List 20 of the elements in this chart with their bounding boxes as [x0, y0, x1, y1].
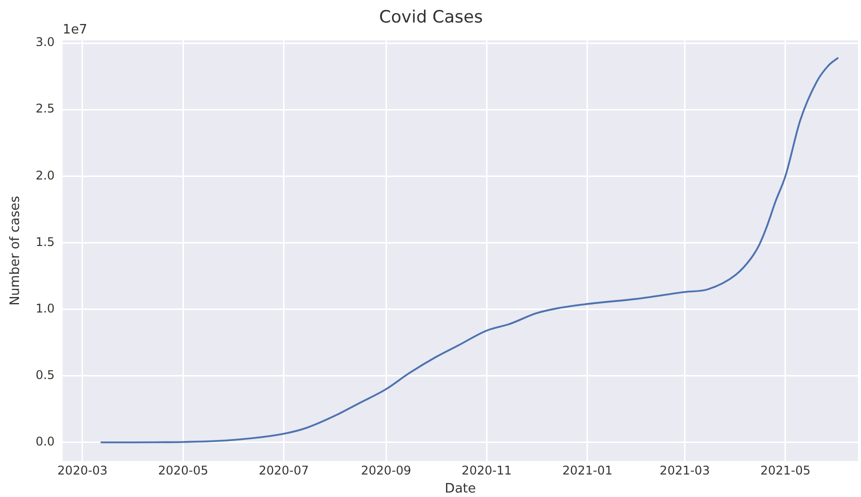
x-tick-label: 2021-01: [562, 463, 612, 478]
chart-title: Covid Cases: [379, 8, 483, 28]
y-tick-label: 3.0: [36, 35, 55, 50]
y-tick-label: 2.0: [36, 168, 55, 182]
x-tick-label: 2020-03: [57, 463, 108, 478]
y-tick-label: 1.0: [36, 301, 55, 316]
x-tick-label: 2021-03: [660, 463, 710, 478]
y-axis-title: Number of cases: [8, 196, 24, 306]
line-series: [100, 56, 840, 444]
x-tick-label: 2021-05: [760, 463, 810, 478]
x-tick-label: 2020-05: [158, 463, 208, 478]
y-tick-label: 0.5: [36, 368, 55, 382]
y-tick-label: 0.0: [36, 434, 55, 448]
text: 1e7: [62, 22, 88, 38]
x-axis-title: Date: [444, 482, 476, 497]
y-tick-label: 2.5: [36, 102, 55, 116]
x-tick-label: 2020-07: [258, 463, 309, 478]
y-tick-label: 1.5: [36, 234, 55, 249]
x-tick-label: 2020-09: [361, 463, 412, 478]
x-tick-label: 2020-11: [462, 463, 512, 478]
